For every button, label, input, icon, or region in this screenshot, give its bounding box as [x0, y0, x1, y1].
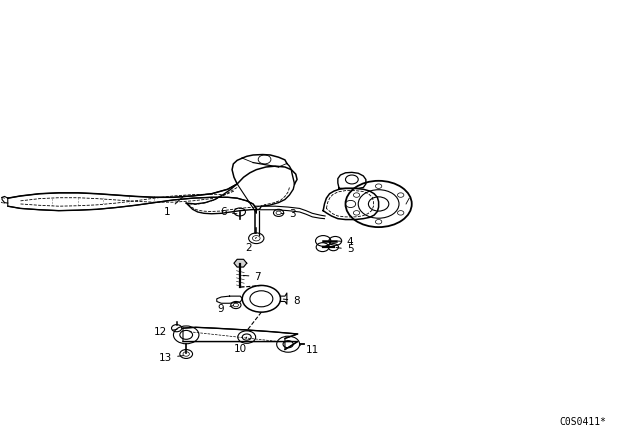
Text: 2: 2: [245, 237, 256, 254]
Text: 12: 12: [154, 327, 177, 337]
Text: 10: 10: [234, 337, 247, 353]
Text: 6: 6: [220, 207, 237, 217]
Text: 5: 5: [336, 244, 353, 254]
Text: 7: 7: [243, 271, 261, 281]
Text: 9: 9: [218, 304, 233, 314]
Polygon shape: [234, 259, 246, 267]
Text: 8: 8: [284, 296, 300, 306]
Text: 11: 11: [300, 345, 319, 354]
Polygon shape: [217, 296, 243, 303]
Polygon shape: [183, 327, 298, 349]
Polygon shape: [323, 188, 379, 220]
Text: 3: 3: [282, 209, 296, 219]
Text: 4: 4: [338, 237, 353, 247]
Polygon shape: [338, 172, 366, 188]
Text: 13: 13: [159, 353, 184, 362]
Text: C0S0411*: C0S0411*: [560, 417, 607, 427]
Text: 1: 1: [164, 196, 184, 216]
Polygon shape: [8, 184, 256, 213]
